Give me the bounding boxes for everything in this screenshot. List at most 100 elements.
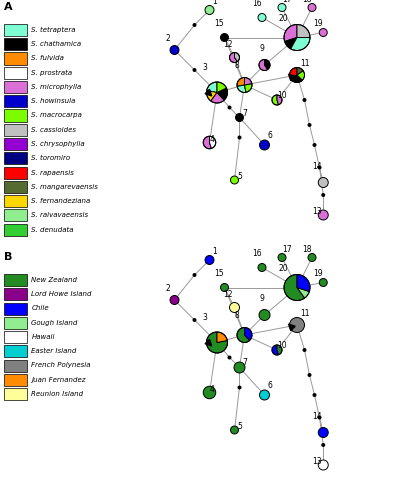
Text: S. chrysophylla: S. chrysophylla (31, 141, 85, 147)
Text: 3: 3 (202, 63, 207, 72)
Wedge shape (259, 60, 268, 70)
Bar (4, 180, 27, 192)
Circle shape (318, 460, 328, 470)
Circle shape (170, 46, 179, 54)
Text: 20: 20 (279, 14, 288, 23)
Wedge shape (217, 82, 227, 92)
Bar (4, 152, 27, 164)
Circle shape (193, 23, 196, 27)
Text: 18: 18 (302, 0, 312, 4)
Bar (4, 209, 27, 221)
Wedge shape (237, 78, 245, 86)
Text: Lord Howe Island: Lord Howe Island (31, 291, 92, 297)
Circle shape (303, 348, 306, 352)
Circle shape (278, 4, 286, 12)
Text: Juan Fernandez: Juan Fernandez (31, 377, 86, 383)
Circle shape (205, 256, 214, 264)
Wedge shape (207, 90, 217, 101)
Text: 13: 13 (312, 457, 322, 466)
Circle shape (312, 143, 317, 147)
Bar (4, 24, 27, 36)
Circle shape (317, 416, 321, 420)
Bar (4, 52, 27, 64)
Wedge shape (211, 92, 224, 103)
Text: 18: 18 (302, 244, 312, 254)
Circle shape (193, 318, 196, 322)
Bar (4, 66, 27, 78)
Text: S. raivavaeensis: S. raivavaeensis (31, 212, 89, 218)
Text: 12: 12 (223, 40, 233, 49)
Polygon shape (288, 324, 295, 330)
Circle shape (234, 362, 245, 373)
Text: 4: 4 (209, 385, 214, 394)
Text: 1: 1 (212, 0, 217, 6)
Circle shape (258, 264, 266, 272)
Bar (4, 95, 27, 108)
Bar (4, 81, 27, 93)
Circle shape (319, 278, 327, 286)
Bar (4, 302, 27, 314)
Text: S. fulvida: S. fulvida (31, 56, 64, 62)
Wedge shape (203, 136, 211, 148)
Circle shape (318, 210, 328, 220)
Wedge shape (291, 75, 303, 82)
Text: S. chathamica: S. chathamica (31, 42, 82, 48)
Text: S. cassioides: S. cassioides (31, 126, 76, 132)
Text: 6: 6 (267, 381, 272, 390)
Text: 5: 5 (237, 422, 242, 431)
Wedge shape (297, 68, 303, 75)
Text: 1: 1 (212, 246, 217, 256)
Text: S. tetraptera: S. tetraptera (31, 27, 76, 33)
Text: 19: 19 (313, 270, 323, 278)
Text: 7: 7 (242, 110, 247, 118)
Text: S. toromiro: S. toromiro (31, 155, 71, 161)
Text: 17: 17 (282, 0, 292, 4)
Text: 10: 10 (277, 91, 287, 100)
Bar (4, 345, 27, 357)
Text: 9: 9 (260, 44, 265, 53)
Bar (4, 138, 27, 150)
Wedge shape (277, 95, 282, 105)
Text: B: B (4, 252, 12, 262)
Circle shape (308, 4, 316, 12)
Circle shape (227, 106, 231, 110)
Text: 4: 4 (209, 134, 214, 144)
Text: S. microphylla: S. microphylla (31, 84, 82, 90)
Bar (4, 124, 27, 136)
Text: 19: 19 (313, 20, 323, 28)
Text: 11: 11 (300, 308, 309, 318)
Wedge shape (285, 38, 297, 49)
Wedge shape (217, 332, 227, 342)
Wedge shape (229, 52, 238, 62)
Wedge shape (237, 85, 246, 92)
Text: 6: 6 (267, 131, 272, 140)
Circle shape (259, 390, 270, 400)
Circle shape (231, 426, 238, 434)
Text: 12: 12 (223, 290, 233, 298)
Wedge shape (272, 95, 279, 105)
Bar (4, 195, 27, 207)
Circle shape (220, 34, 229, 42)
Circle shape (229, 302, 240, 312)
Text: S. mangarevaensis: S. mangarevaensis (31, 184, 99, 190)
Circle shape (318, 428, 328, 438)
Wedge shape (284, 274, 305, 300)
Text: S. macrocarpa: S. macrocarpa (31, 112, 82, 118)
Bar (4, 38, 27, 50)
Circle shape (319, 28, 327, 36)
Bar (4, 224, 27, 235)
Text: 8: 8 (235, 311, 239, 320)
Circle shape (205, 6, 214, 15)
Text: 15: 15 (215, 20, 224, 28)
Circle shape (193, 273, 196, 277)
Text: S. fernandeziana: S. fernandeziana (31, 198, 91, 204)
Text: 20: 20 (279, 264, 288, 273)
Wedge shape (272, 345, 279, 355)
Wedge shape (291, 38, 310, 51)
Circle shape (259, 140, 270, 150)
Text: S. rapaensis: S. rapaensis (31, 170, 74, 175)
Circle shape (238, 386, 241, 390)
Text: 15: 15 (215, 270, 224, 278)
Circle shape (321, 193, 325, 197)
Bar (4, 274, 27, 286)
